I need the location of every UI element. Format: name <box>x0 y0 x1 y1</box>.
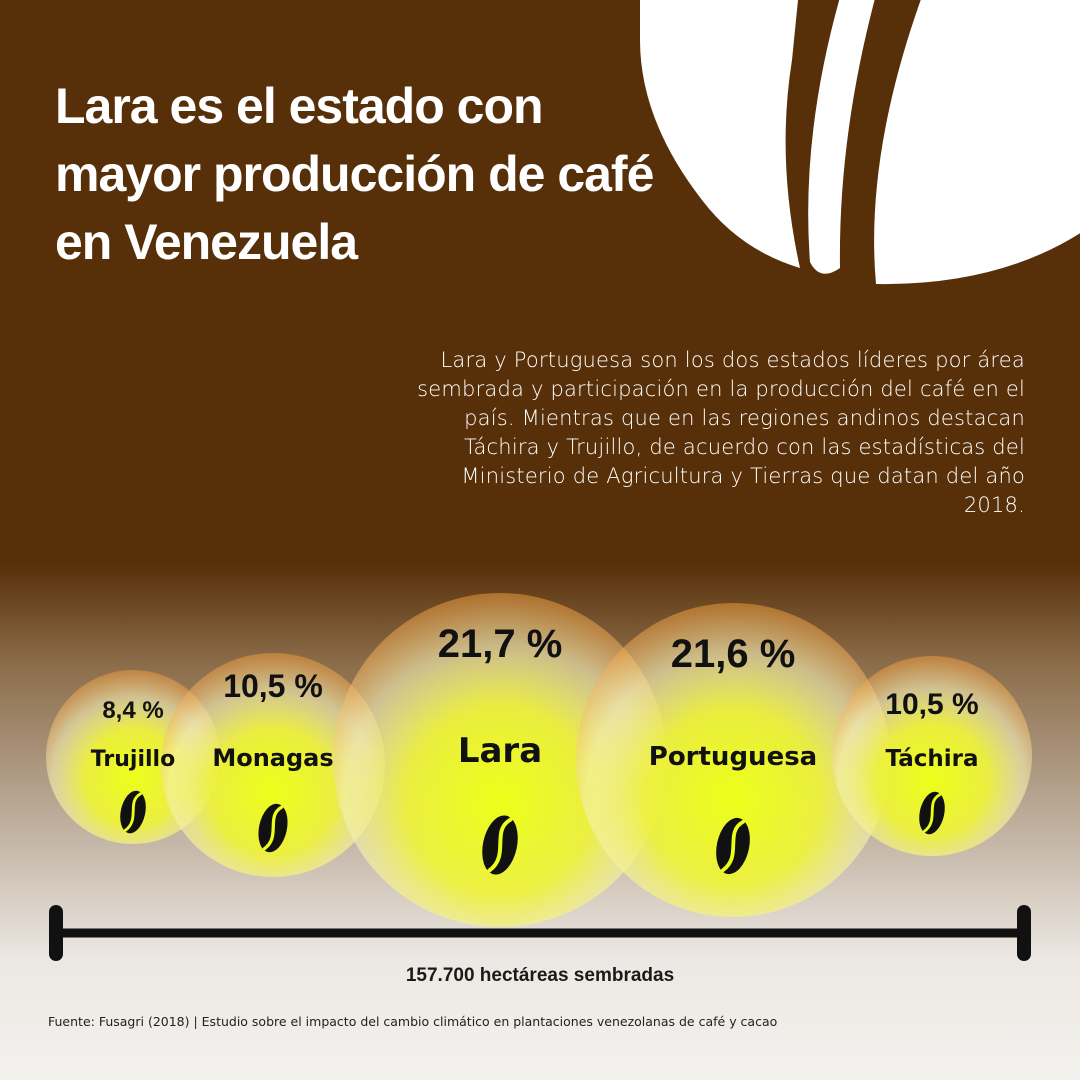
category-label-lara: Lara <box>458 731 542 771</box>
coffee-bean-icon <box>258 803 288 853</box>
category-label-trujillo: Trujillo <box>91 747 175 772</box>
value-label-tachira: 10,5 % <box>885 688 978 721</box>
coffee-bean-icon <box>482 815 518 875</box>
bubble-lara <box>333 593 667 927</box>
category-label-monagas: Monagas <box>212 744 333 772</box>
coffee-bean-icon <box>716 817 750 875</box>
value-label-portuguesa: 21,6 % <box>671 632 796 676</box>
coffee-bean-icon <box>120 790 146 834</box>
page-title: Lara es el estado con mayor producción d… <box>55 78 654 270</box>
intro-paragraph: Lara y Portuguesa son los dos estados lí… <box>417 348 1025 517</box>
scale-bar <box>49 905 1031 961</box>
category-label-tachira: Táchira <box>886 746 979 772</box>
category-label-portuguesa: Portuguesa <box>649 742 817 772</box>
coffee-bean-icon <box>919 791 945 835</box>
scale-label: 157.700 hectáreas sembradas <box>405 965 675 986</box>
bubble-portuguesa <box>576 603 890 917</box>
source-note: Fuente: Fusagri (2018) | Estudio sobre e… <box>48 1014 778 1029</box>
coffee-bean-decoration-icon <box>640 0 1080 285</box>
value-label-trujillo: 8,4 % <box>102 697 163 724</box>
value-label-lara: 21,7 % <box>438 622 563 666</box>
value-label-monagas: 10,5 % <box>223 668 323 704</box>
bubble-monagas <box>161 653 385 877</box>
bubble-tachira <box>832 656 1032 856</box>
